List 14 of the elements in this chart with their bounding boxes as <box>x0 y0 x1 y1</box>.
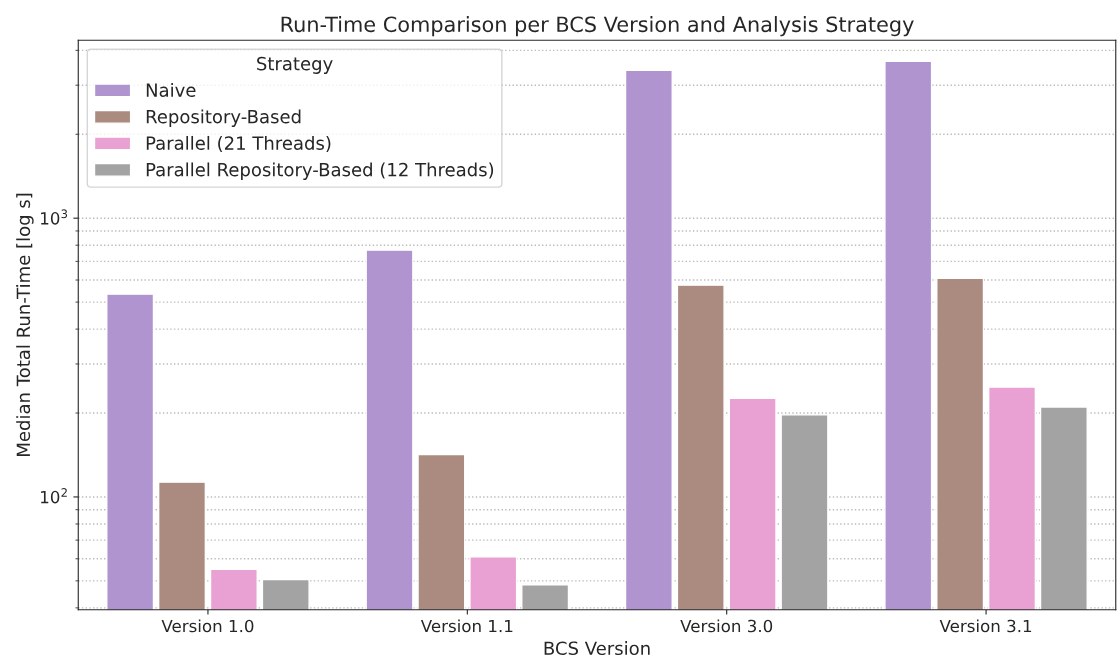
y-tick-label: 10$^{3}$ <box>41 209 68 225</box>
chart-title: Run-Time Comparison per BCS Version and Analysis Strategy <box>281 16 914 37</box>
y-axis-title: Median Total Run-Time [log s] <box>16 193 34 456</box>
x-axis-title: BCS Version <box>544 641 650 656</box>
x-tick-label: Version 1.0 <box>161 619 254 633</box>
legend-label: Parallel Repository-Based (12 Threads) <box>146 162 494 180</box>
legend-label: Parallel (21 Threads) <box>146 135 331 153</box>
legend-label: Repository-Based <box>146 109 301 127</box>
legend-label: Naive <box>146 82 196 97</box>
legend-title: Strategy <box>257 56 333 74</box>
x-tick-label: Version 3.1 <box>939 619 1032 633</box>
x-tick-label: Version 1.1 <box>420 619 513 633</box>
x-tick-label: Version 3.0 <box>680 619 773 633</box>
y-tick-label: 10$^{2}$ <box>41 488 67 504</box>
